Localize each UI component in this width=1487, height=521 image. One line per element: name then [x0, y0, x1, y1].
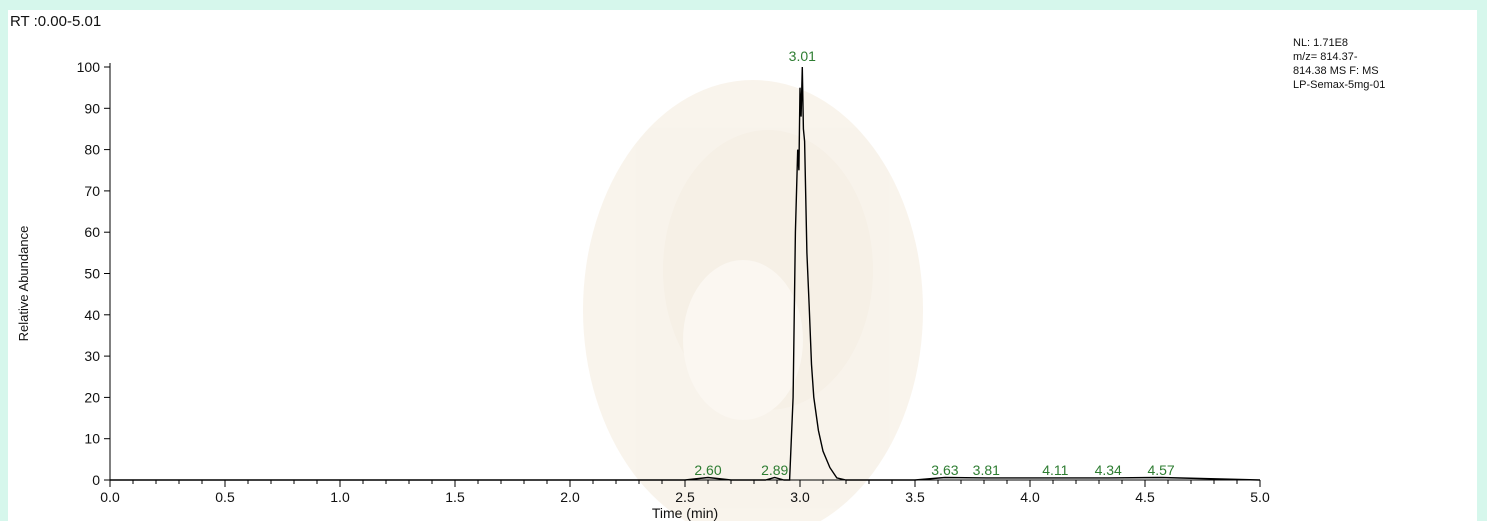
y-tick-label: 40 [84, 307, 100, 323]
peak-label: 4.11 [1042, 462, 1068, 478]
peak-label: 2.89 [761, 462, 788, 478]
sample-name-label: LP-Semax-5mg-01 [1293, 79, 1385, 91]
y-tick-label: 0 [92, 472, 100, 488]
x-tick-label: 4.5 [1135, 489, 1155, 505]
x-axis-title: Time (min) [652, 505, 718, 521]
y-tick-label: 60 [84, 224, 100, 240]
x-tick-label: 1.5 [445, 489, 465, 505]
y-axis-title: Relative Abundance [16, 226, 31, 342]
y-tick-label: 10 [84, 431, 100, 447]
peak-label: 2.60 [694, 462, 721, 478]
y-tick-label: 20 [84, 389, 100, 405]
peak-label: 4.57 [1147, 462, 1174, 478]
y-tick-label: 100 [77, 59, 101, 75]
x-tick-label: 4.0 [1020, 489, 1040, 505]
x-tick-label: 1.0 [330, 489, 350, 505]
peak-label: 3.81 [973, 462, 1000, 478]
scan-info-block: NL: 1.71E8 m/z= 814.37- 814.38 MS F: MS … [1293, 37, 1385, 91]
x-tick-label: 3.0 [790, 489, 810, 505]
scan-filter-label: 814.38 MS F: MS [1293, 65, 1379, 77]
nl-label: NL: 1.71E8 [1293, 37, 1348, 49]
series-layer [110, 66, 1261, 481]
y-tick-label: 50 [84, 266, 100, 282]
rt-range-label: RT :0.00-5.01 [10, 13, 101, 30]
chromatogram-trace [110, 66, 1261, 481]
lion-watermark [583, 80, 923, 521]
peak-label: 3.01 [789, 48, 816, 64]
y-tick-label: 80 [84, 142, 100, 158]
chromatogram-panel: RT :0.00-5.01 NL: 1.71E8 m/z= 814.37- 81… [8, 10, 1477, 521]
chromatogram-chart: RT :0.00-5.01 NL: 1.71E8 m/z= 814.37- 81… [10, 13, 1385, 521]
x-tick-label: 0.0 [100, 489, 120, 505]
mz-range-label: m/z= 814.37- [1293, 51, 1358, 63]
x-tick-label: 0.5 [215, 489, 235, 505]
x-tick-label: 2.5 [675, 489, 695, 505]
peak-label: 4.34 [1095, 462, 1122, 478]
y-tick-label: 30 [84, 348, 100, 364]
x-tick-label: 5.0 [1250, 489, 1270, 505]
x-tick-label: 2.0 [560, 489, 580, 505]
x-tick-label: 3.5 [905, 489, 925, 505]
y-tick-label: 70 [84, 183, 100, 199]
y-tick-label: 90 [84, 100, 100, 116]
peak-labels: 3.01 2.60 2.89 3.63 3.81 4.11 4.34 4.57 [694, 48, 1175, 478]
peak-label: 3.63 [931, 462, 958, 478]
